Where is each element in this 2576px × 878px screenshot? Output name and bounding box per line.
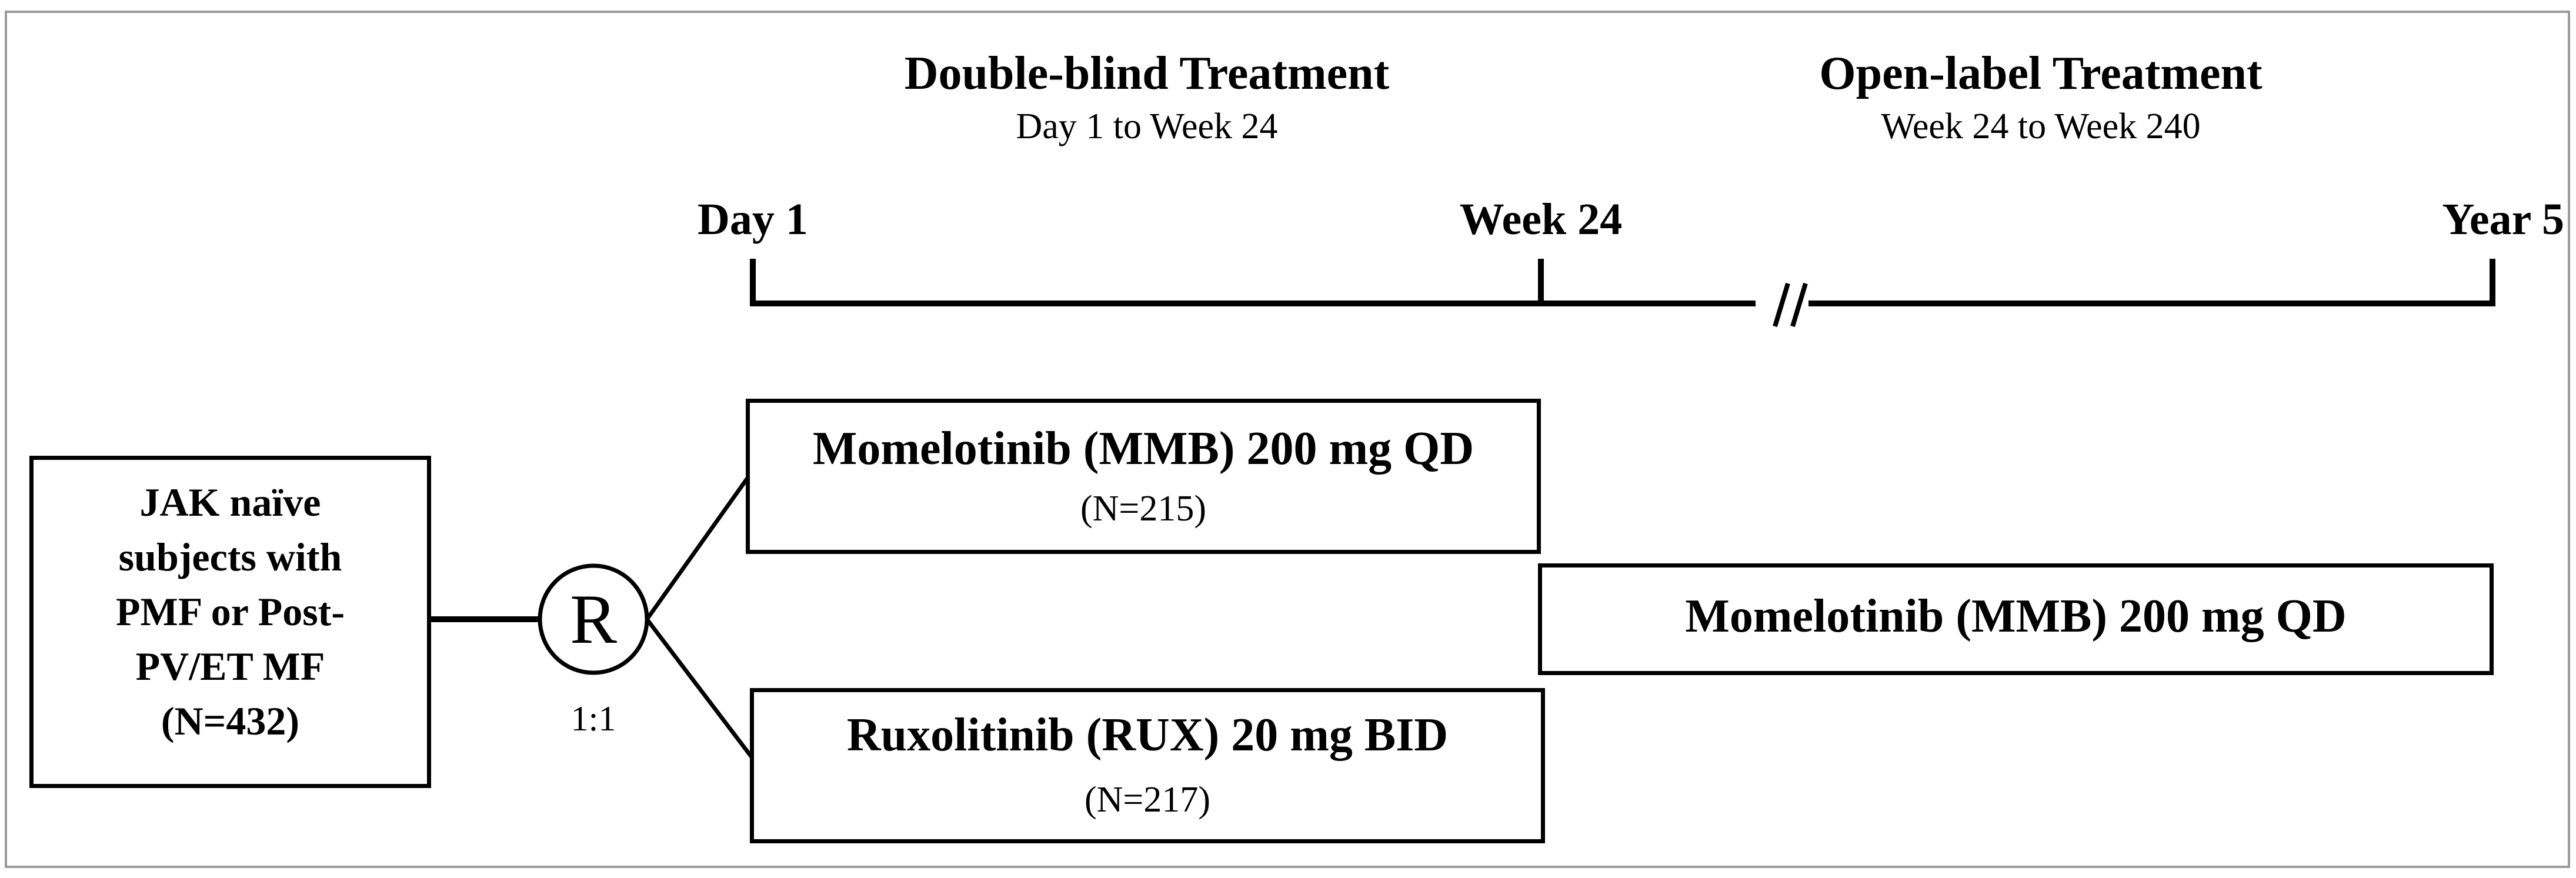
population-line-3: PMF or Post-: [116, 589, 345, 634]
open-label-arm-box: [1538, 563, 2494, 675]
mmb-arm-box: [746, 399, 1541, 554]
double-blind-title: Double-blind Treatment: [904, 48, 1390, 99]
rux-arm-box: [750, 688, 1545, 843]
double-blind-subtitle: Day 1 to Week 24: [1016, 106, 1278, 146]
rux-arm-name: Ruxolitinib (RUX) 20 mg BID: [846, 709, 1449, 761]
open-label-subtitle: Week 24 to Week 240: [1881, 106, 2201, 146]
timeline-label-year5: Year 5: [2442, 195, 2564, 244]
population-line-1: JAK naïve: [139, 480, 321, 525]
open-label-arm-name: Momelotinib (MMB) 200 mg QD: [1685, 590, 2347, 642]
mmb-arm-name: Momelotinib (MMB) 200 mg QD: [812, 423, 1474, 475]
population-box: [29, 456, 431, 788]
randomization-symbol: R: [569, 580, 618, 658]
population-line-2: subjects with: [118, 535, 342, 579]
open-label-title: Open-label Treatment: [1819, 48, 2263, 99]
population-text: JAK naïve subjects with PMF or Post- PV/…: [29, 475, 431, 749]
connector-r-to-mmb: [645, 475, 750, 621]
population-line-4: PV/ET MF: [135, 644, 325, 689]
diagram-frame: [5, 11, 2570, 868]
connector-r-to-rux: [645, 617, 755, 760]
rux-arm-n: (N=217): [1084, 780, 1211, 820]
timeline-label-week24: Week 24: [1459, 195, 1623, 244]
mmb-arm-n: (N=215): [1080, 489, 1207, 529]
timeline-break-mark-1: [1773, 282, 1790, 328]
timeline-label-day1: Day 1: [698, 195, 808, 244]
population-line-5: (N=432): [161, 699, 300, 743]
randomization-ratio: 1:1: [570, 699, 616, 738]
timeline-break-mark-2: [1790, 282, 1808, 328]
